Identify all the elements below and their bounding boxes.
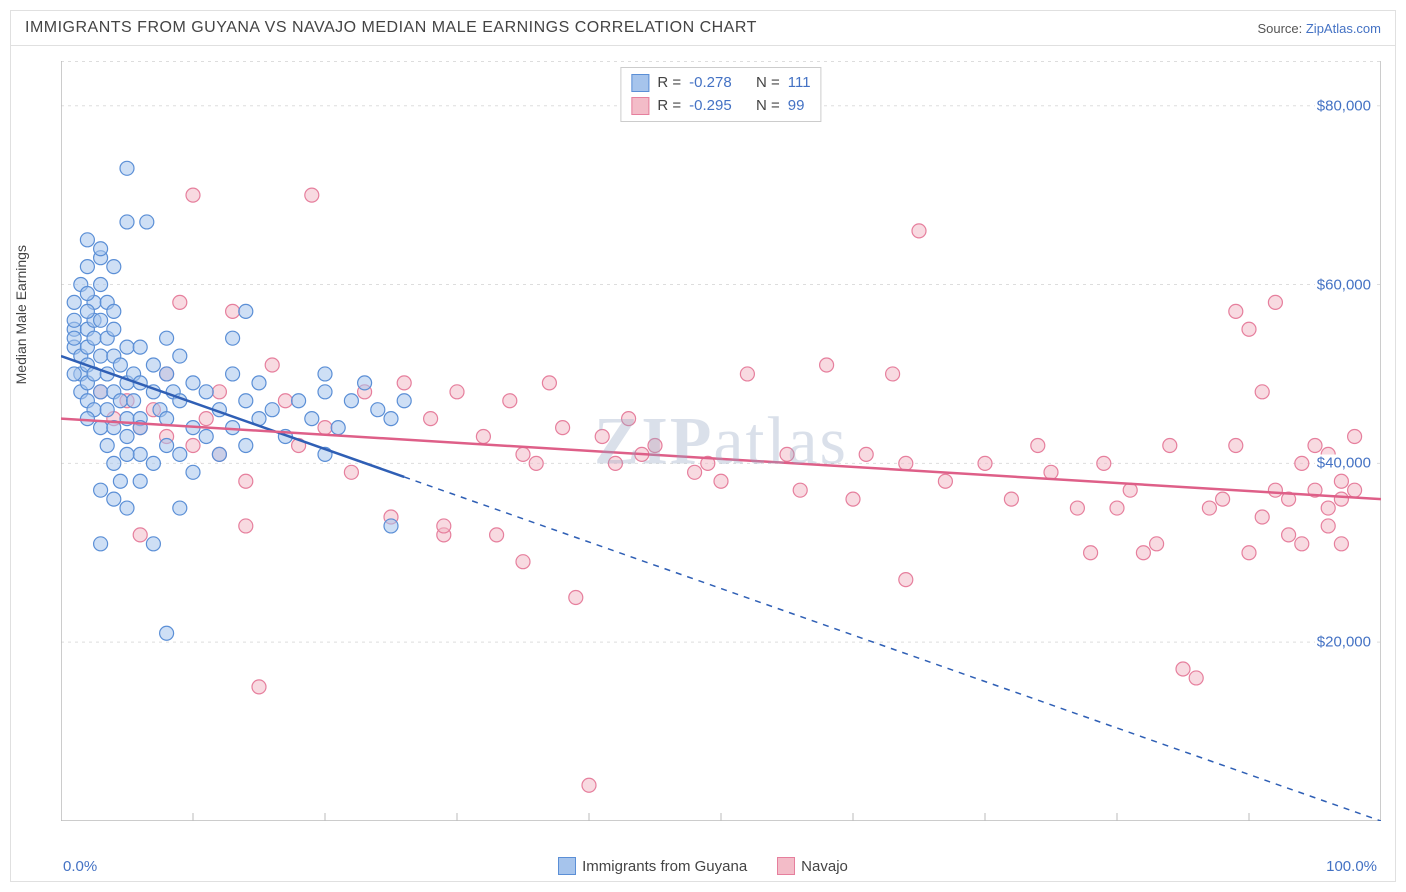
stats-row-1: R = -0.278 N = 111 [631, 72, 810, 95]
footer-legend: Immigrants from Guyana Navajo [11, 857, 1395, 875]
stats-box: R = -0.278 N = 111 R = -0.295 N = 99 [620, 67, 821, 122]
n-label-1: N = [756, 72, 780, 95]
legend-item-1: Immigrants from Guyana [558, 857, 747, 875]
correlation-chart: IMMIGRANTS FROM GUYANA VS NAVAJO MEDIAN … [10, 10, 1396, 882]
series-2-swatch [631, 97, 649, 115]
r-value-1: -0.278 [689, 72, 732, 95]
scatter-svg [61, 61, 1381, 821]
r-label-1: R = [657, 72, 681, 95]
y-tick-label: $20,000 [1315, 634, 1373, 651]
y-tick-label: $40,000 [1315, 455, 1373, 472]
stats-row-2: R = -0.295 N = 99 [631, 95, 810, 118]
source-prefix: Source: [1257, 21, 1305, 36]
legend-item-2: Navajo [777, 857, 848, 875]
n-label-2: N = [756, 95, 780, 118]
chart-title: IMMIGRANTS FROM GUYANA VS NAVAJO MEDIAN … [25, 19, 757, 37]
legend-label-1: Immigrants from Guyana [582, 858, 747, 875]
legend-label-2: Navajo [801, 858, 848, 875]
chart-header: IMMIGRANTS FROM GUYANA VS NAVAJO MEDIAN … [11, 11, 1395, 46]
legend-swatch-2 [777, 857, 795, 875]
source-attribution: Source: ZipAtlas.com [1257, 21, 1381, 36]
r-value-2: -0.295 [689, 95, 732, 118]
r-label-2: R = [657, 95, 681, 118]
source-link[interactable]: ZipAtlas.com [1306, 21, 1381, 36]
n-value-2: 99 [788, 95, 805, 118]
y-tick-label: $80,000 [1315, 97, 1373, 114]
plot-area: ZIPatlas R = -0.278 N = 111 R = -0.295 N… [61, 61, 1381, 821]
series-1-swatch [631, 74, 649, 92]
y-tick-label: $60,000 [1315, 276, 1373, 293]
legend-swatch-1 [558, 857, 576, 875]
y-axis-label: Median Male Earnings [13, 245, 29, 384]
n-value-1: 111 [788, 72, 811, 95]
